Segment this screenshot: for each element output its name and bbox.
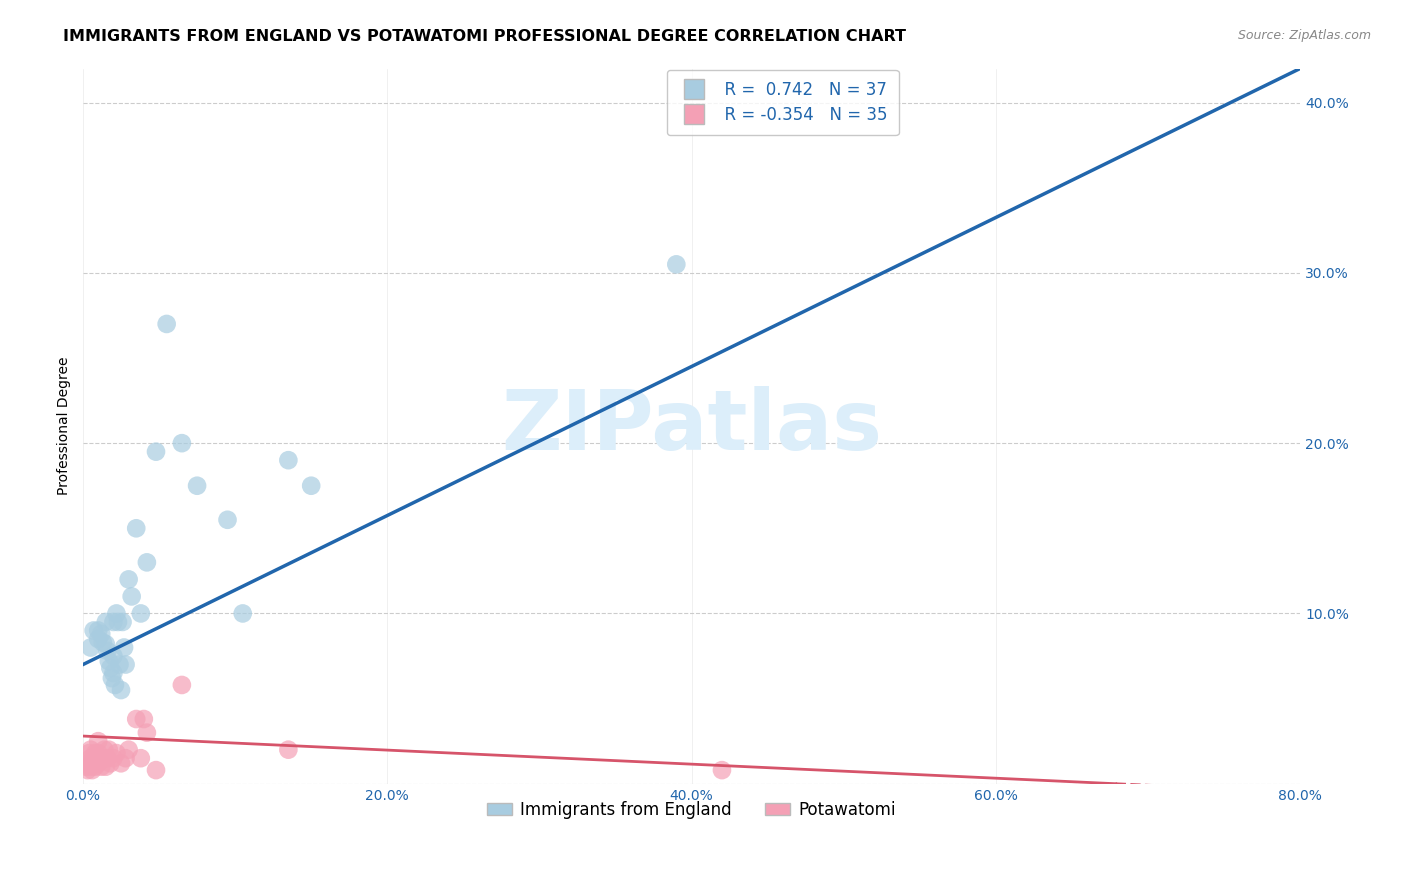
Point [111,615,134,629]
Point [277,453,299,467]
Point [91,751,114,765]
Point [90,627,112,641]
Point [90,760,112,774]
Point [97,742,120,756]
Point [121,590,143,604]
Point [107,615,129,629]
Point [103,615,125,629]
Point [77,746,100,760]
Point [79,640,101,655]
Point [117,573,139,587]
Point [82,763,104,777]
Point [104,678,127,692]
Point [79,742,101,756]
Point [129,607,152,621]
Point [710,763,733,777]
Point [125,712,148,726]
Point [98,756,121,771]
Point [125,521,148,535]
Point [103,666,125,681]
Point [217,513,239,527]
Text: Source: ZipAtlas.com: Source: ZipAtlas.com [1237,29,1371,42]
Point [93,742,115,756]
Point [94,760,117,774]
Point [135,555,157,569]
Point [96,644,118,658]
Point [135,725,157,739]
Point [299,479,322,493]
Point [79,760,101,774]
Point [87,734,110,748]
Point [101,671,124,685]
Point [87,624,110,638]
Point [94,615,117,629]
Point [170,436,193,450]
Point [76,763,98,777]
Y-axis label: Professional Degree: Professional Degree [58,357,72,495]
Point [97,654,120,668]
Point [232,607,254,621]
Point [83,756,105,771]
Point [145,763,167,777]
Point [103,648,125,663]
Point [145,444,167,458]
Point [87,746,110,760]
Point [156,317,179,331]
Point [665,257,688,271]
Point [83,624,105,638]
Point [75,760,97,774]
Point [112,640,135,655]
Point [277,742,299,756]
Point [87,756,110,771]
Point [79,751,101,765]
Point [96,751,118,765]
Point [105,607,128,621]
Point [110,756,132,771]
Point [86,751,108,765]
Point [77,756,100,771]
Legend: Immigrants from England, Potawatomi: Immigrants from England, Potawatomi [481,794,903,825]
Point [108,657,131,672]
Point [186,479,208,493]
Point [129,751,152,765]
Point [105,746,128,760]
Point [114,657,136,672]
Point [84,760,107,774]
Text: IMMIGRANTS FROM ENGLAND VS POTAWATOMI PROFESSIONAL DEGREE CORRELATION CHART: IMMIGRANTS FROM ENGLAND VS POTAWATOMI PR… [63,29,907,44]
Point [117,742,139,756]
Point [103,751,125,765]
Point [114,751,136,765]
Text: ZIPatlas: ZIPatlas [501,385,882,467]
Point [170,678,193,692]
Point [94,637,117,651]
Point [132,712,155,726]
Point [84,746,107,760]
Point [87,632,110,646]
Point [98,661,121,675]
Point [91,635,114,649]
Point [110,683,132,698]
